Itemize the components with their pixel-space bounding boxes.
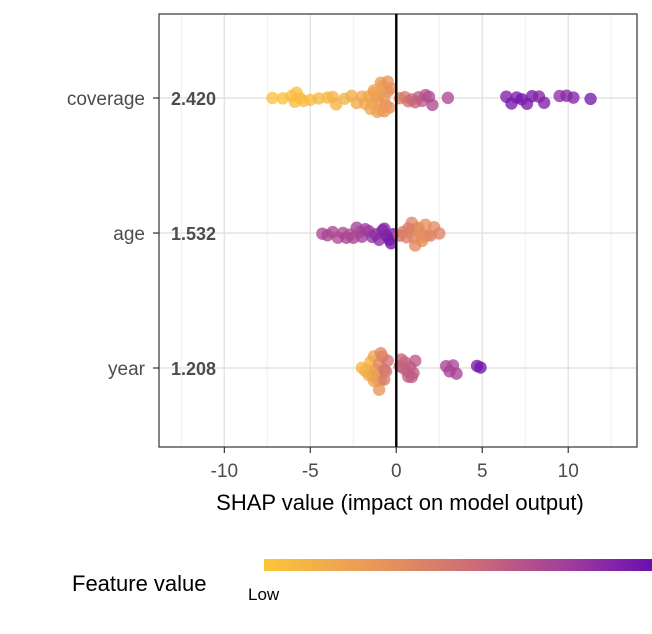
shap-point-age bbox=[433, 227, 446, 240]
shap-point-coverage bbox=[567, 91, 580, 104]
shap-point-coverage bbox=[441, 91, 455, 105]
shap-point-year bbox=[405, 370, 418, 384]
shap-point-year bbox=[378, 373, 391, 386]
shap-point-age bbox=[378, 222, 391, 235]
shap-point-coverage bbox=[266, 91, 279, 105]
shap-point-age bbox=[402, 222, 415, 235]
mean-shap-label-age: 1.532 bbox=[171, 224, 216, 244]
shap-point-year bbox=[450, 367, 463, 380]
axes: -10 -5 0 5 10 SHAP value (impact on model out… bbox=[158, 13, 638, 515]
shap-point-year bbox=[408, 354, 422, 368]
plot-panel-border bbox=[158, 13, 638, 448]
legend-color-bar bbox=[264, 559, 652, 571]
legend-low-label: Low bbox=[248, 585, 280, 604]
feature-label-age: age bbox=[113, 224, 145, 245]
shap-points bbox=[266, 75, 597, 396]
shap-point-age bbox=[384, 237, 398, 250]
shap-point-coverage bbox=[381, 75, 394, 88]
legend-title: Feature value bbox=[72, 571, 207, 596]
x-tick-label: -5 bbox=[302, 461, 319, 482]
feature-label-year: year bbox=[108, 359, 146, 380]
shap-point-year bbox=[474, 361, 487, 374]
shap-point-coverage bbox=[426, 98, 439, 112]
shap-point-age bbox=[419, 218, 432, 232]
shap-point-coverage bbox=[537, 96, 551, 109]
shap-point-coverage bbox=[584, 92, 597, 106]
x-tick-label: -10 bbox=[211, 461, 238, 482]
feature-label-coverage: coverage bbox=[67, 89, 145, 110]
labels: coverage 2.420 age 1.532 year 1.208 bbox=[67, 89, 216, 380]
x-tick-label: 5 bbox=[477, 461, 488, 482]
x-axis-title: SHAP value (impact on model output) bbox=[216, 490, 584, 515]
shap-point-coverage bbox=[378, 105, 391, 118]
shap-point-year bbox=[372, 383, 386, 396]
shap-point-age bbox=[408, 239, 422, 252]
color-legend: Feature value Low bbox=[72, 559, 652, 604]
shap-point-year bbox=[395, 353, 408, 366]
x-tick-label: 10 bbox=[558, 461, 579, 482]
mean-shap-label-year: 1.208 bbox=[171, 359, 216, 379]
x-tick-label: 0 bbox=[391, 461, 402, 482]
mean-shap-label-coverage: 2.420 bbox=[171, 89, 216, 109]
shap-point-year bbox=[374, 346, 388, 360]
